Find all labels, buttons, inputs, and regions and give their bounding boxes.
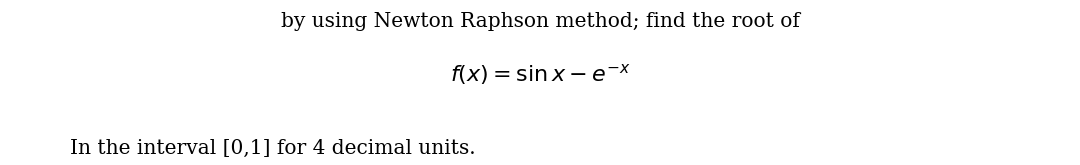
Text: In the interval [0,1] for 4 decimal units.: In the interval [0,1] for 4 decimal unit…	[70, 139, 476, 158]
Text: by using Newton Raphson method; find the root of: by using Newton Raphson method; find the…	[281, 12, 799, 31]
Text: $f(x) = \sin x - e^{-x}$: $f(x) = \sin x - e^{-x}$	[449, 62, 631, 87]
